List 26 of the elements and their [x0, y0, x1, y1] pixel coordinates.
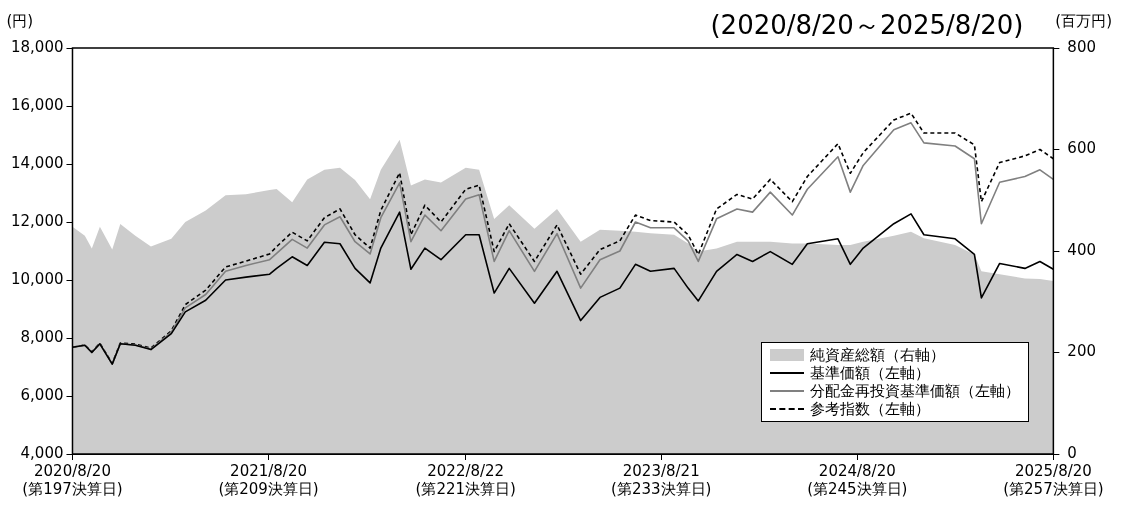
y-tick-label: 12,000 — [10, 211, 64, 230]
x-tick-label: 2022/8/22 (第221決算日) — [415, 461, 516, 498]
y-tick-label: 14,000 — [10, 153, 64, 172]
y-tick-label: 8,000 — [20, 327, 64, 346]
chart-title: (2020/8/20～2025/8/20) — [710, 9, 1024, 42]
legend-label: 参考指数（左軸） — [810, 400, 931, 418]
y2-tick-label: 800 — [1067, 37, 1097, 56]
y-axis-title: (円) — [6, 12, 34, 31]
y2-tick-label: 400 — [1067, 240, 1097, 259]
y-tick-label: 18,000 — [10, 37, 64, 56]
y2-axis-title: (百万円) — [1055, 12, 1113, 31]
x-tick-label: 2021/8/20 (第209決算日) — [218, 461, 319, 498]
y2-tick-label: 0 — [1067, 443, 1077, 462]
y-tick-label: 6,000 — [20, 385, 64, 404]
x-tick-label: 2024/8/20 (第245決算日) — [807, 461, 908, 498]
x-tick-label: 2023/8/21 (第233決算日) — [611, 461, 712, 498]
y2-tick-label: 200 — [1067, 342, 1097, 361]
legend-label: 分配金再投資基準価額（左軸） — [810, 382, 1021, 400]
x-tick-label: 2020/8/20 (第197決算日) — [22, 461, 123, 498]
y-tick-label: 10,000 — [10, 269, 64, 288]
y-tick-label: 16,000 — [10, 95, 64, 114]
y2-tick-label: 600 — [1067, 139, 1097, 158]
legend-label: 基準価額（左軸） — [810, 364, 931, 382]
y-tick-label: 4,000 — [20, 443, 64, 462]
series-label: 純資産総額（右軸） — [810, 346, 946, 364]
x-tick-label: 2025/8/20 (第257決算日) — [1003, 461, 1104, 498]
